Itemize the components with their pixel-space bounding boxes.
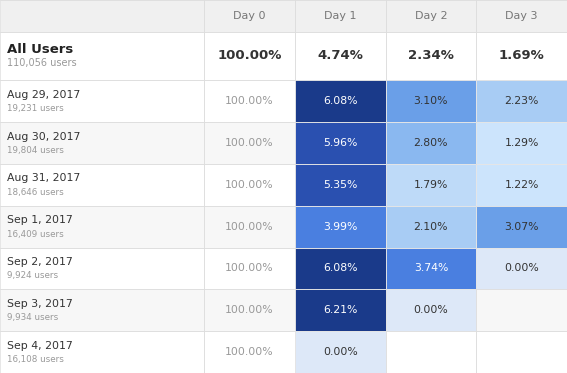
Bar xyxy=(0,164,204,206)
Bar xyxy=(295,32,386,80)
Text: 16,409 users: 16,409 users xyxy=(7,230,64,239)
Text: 2.34%: 2.34% xyxy=(408,50,454,62)
Bar xyxy=(204,206,295,248)
Bar xyxy=(0,331,204,373)
Bar xyxy=(295,289,386,331)
Text: All Users: All Users xyxy=(7,43,73,56)
Text: 0.00%: 0.00% xyxy=(504,263,539,273)
Text: 1.29%: 1.29% xyxy=(505,138,539,148)
Text: 2.80%: 2.80% xyxy=(414,138,448,148)
Bar xyxy=(204,164,295,206)
Text: 1.79%: 1.79% xyxy=(414,180,448,190)
Text: 0.00%: 0.00% xyxy=(323,347,358,357)
Text: 1.22%: 1.22% xyxy=(505,180,539,190)
Text: Sep 4, 2017: Sep 4, 2017 xyxy=(7,341,73,351)
Bar xyxy=(386,331,476,373)
Bar xyxy=(295,206,386,248)
Bar xyxy=(386,80,476,122)
Bar xyxy=(204,248,295,289)
Bar xyxy=(386,122,476,164)
Bar xyxy=(295,331,386,373)
Text: 2.23%: 2.23% xyxy=(505,96,539,106)
Bar xyxy=(386,164,476,206)
Bar xyxy=(295,0,386,32)
Bar xyxy=(295,80,386,122)
Text: Day 2: Day 2 xyxy=(414,11,447,21)
Bar xyxy=(0,0,204,32)
Bar xyxy=(476,331,567,373)
Text: 6.08%: 6.08% xyxy=(323,96,357,106)
Text: 110,056 users: 110,056 users xyxy=(7,58,77,68)
Text: Sep 3, 2017: Sep 3, 2017 xyxy=(7,299,73,309)
Bar xyxy=(476,206,567,248)
Bar xyxy=(0,32,204,80)
Text: 100.00%: 100.00% xyxy=(225,138,274,148)
Bar xyxy=(204,32,295,80)
Text: 1.69%: 1.69% xyxy=(499,50,544,62)
Text: 3.99%: 3.99% xyxy=(323,222,357,232)
Text: Sep 1, 2017: Sep 1, 2017 xyxy=(7,215,73,225)
Text: 100.00%: 100.00% xyxy=(225,263,274,273)
Bar xyxy=(204,122,295,164)
Text: Aug 29, 2017: Aug 29, 2017 xyxy=(7,90,80,100)
Text: 100.00%: 100.00% xyxy=(225,222,274,232)
Bar xyxy=(204,331,295,373)
Bar xyxy=(476,80,567,122)
Text: 5.35%: 5.35% xyxy=(323,180,357,190)
Bar xyxy=(0,206,204,248)
Text: 2.10%: 2.10% xyxy=(414,222,448,232)
Text: Sep 2, 2017: Sep 2, 2017 xyxy=(7,257,73,267)
Text: 100.00%: 100.00% xyxy=(217,50,282,62)
Text: 3.10%: 3.10% xyxy=(414,96,448,106)
Text: 3.74%: 3.74% xyxy=(414,263,448,273)
Text: 9,924 users: 9,924 users xyxy=(7,272,58,280)
Text: 18,646 users: 18,646 users xyxy=(7,188,64,197)
Text: 3.07%: 3.07% xyxy=(505,222,539,232)
Bar xyxy=(476,0,567,32)
Bar xyxy=(204,80,295,122)
Text: 19,804 users: 19,804 users xyxy=(7,146,64,155)
Text: 19,231 users: 19,231 users xyxy=(7,104,64,113)
Text: 6.21%: 6.21% xyxy=(323,305,357,315)
Text: Aug 30, 2017: Aug 30, 2017 xyxy=(7,132,80,142)
Text: Aug 31, 2017: Aug 31, 2017 xyxy=(7,173,80,184)
Text: Day 3: Day 3 xyxy=(505,11,538,21)
Bar xyxy=(476,164,567,206)
Bar xyxy=(386,0,476,32)
Bar xyxy=(386,32,476,80)
Bar xyxy=(295,164,386,206)
Bar xyxy=(0,289,204,331)
Bar xyxy=(0,80,204,122)
Text: 100.00%: 100.00% xyxy=(225,305,274,315)
Bar xyxy=(295,248,386,289)
Bar xyxy=(0,248,204,289)
Text: 9,934 users: 9,934 users xyxy=(7,313,58,322)
Text: Day 1: Day 1 xyxy=(324,11,357,21)
Text: 0.00%: 0.00% xyxy=(413,305,448,315)
Text: 100.00%: 100.00% xyxy=(225,180,274,190)
Text: 100.00%: 100.00% xyxy=(225,347,274,357)
Bar xyxy=(204,0,295,32)
Text: Day 0: Day 0 xyxy=(233,11,266,21)
Bar xyxy=(476,122,567,164)
Text: 4.74%: 4.74% xyxy=(318,50,363,62)
Text: 5.96%: 5.96% xyxy=(323,138,357,148)
Bar xyxy=(386,289,476,331)
Bar xyxy=(386,206,476,248)
Bar xyxy=(204,289,295,331)
Text: 6.08%: 6.08% xyxy=(323,263,357,273)
Bar xyxy=(0,122,204,164)
Bar xyxy=(476,32,567,80)
Bar xyxy=(386,248,476,289)
Bar xyxy=(476,289,567,331)
Text: 100.00%: 100.00% xyxy=(225,96,274,106)
Text: 16,108 users: 16,108 users xyxy=(7,355,64,364)
Bar xyxy=(295,122,386,164)
Bar xyxy=(476,248,567,289)
